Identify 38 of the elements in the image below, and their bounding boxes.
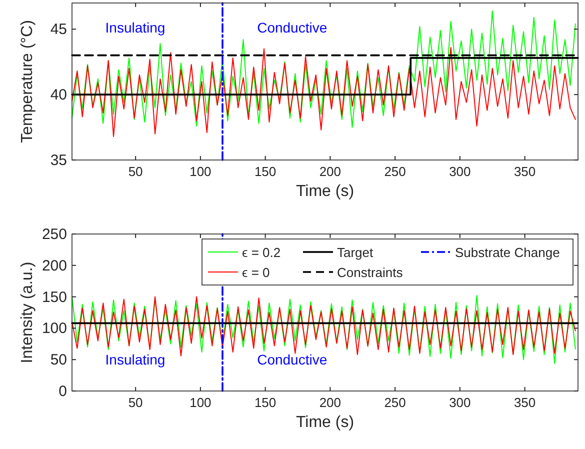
y-tick-label: 0 — [58, 383, 67, 400]
legend-label: ϵ = 0.2 — [242, 245, 281, 260]
annotation: Conductive — [257, 20, 328, 36]
x-tick-label: 50 — [128, 395, 143, 410]
line-series — [72, 10, 576, 128]
x-tick-label: 250 — [384, 164, 406, 179]
y-tick-label: 200 — [42, 257, 67, 274]
y-tick-label: 35 — [50, 152, 67, 169]
x-tick-label: 250 — [384, 395, 406, 410]
x-axis-title: Time (s) — [296, 183, 354, 200]
x-tick-label: 100 — [190, 395, 212, 410]
legend-label: Substrate Change — [455, 245, 560, 260]
x-tick-label: 200 — [319, 395, 342, 410]
y-axis-title: Intensity (a.u.) — [19, 262, 36, 364]
x-tick-label: 150 — [254, 395, 276, 410]
y-tick-label: 100 — [42, 320, 67, 338]
y-axis-title: Temperature (°C) — [19, 20, 36, 143]
legend-label: Target — [337, 245, 374, 260]
x-tick-label: 350 — [514, 395, 536, 410]
x-tick-label: 300 — [449, 164, 471, 179]
y-tick-label: 40 — [50, 86, 67, 104]
text: Constraints — [337, 265, 403, 280]
line-series — [72, 46, 576, 137]
x-tick-label: 50 — [128, 164, 143, 179]
x-tick-label: 200 — [319, 164, 342, 179]
y-tick-label: 250 — [42, 226, 67, 243]
y-tick-label: 50 — [50, 352, 67, 369]
y-tick-label: 150 — [42, 288, 67, 306]
x-tick-label: 350 — [514, 164, 536, 179]
x-tick-label: 100 — [190, 164, 212, 179]
x-tick-label: 150 — [254, 164, 276, 179]
annotation: Insulating — [105, 20, 166, 36]
x-axis-title: Time (s) — [296, 414, 354, 431]
annotation: Insulating — [105, 352, 166, 368]
y-tick-label: 45 — [50, 21, 67, 38]
annotation: Conductive — [257, 352, 328, 368]
x-tick-label: 300 — [449, 395, 471, 410]
legend-label: ϵ = 0 — [242, 265, 270, 280]
